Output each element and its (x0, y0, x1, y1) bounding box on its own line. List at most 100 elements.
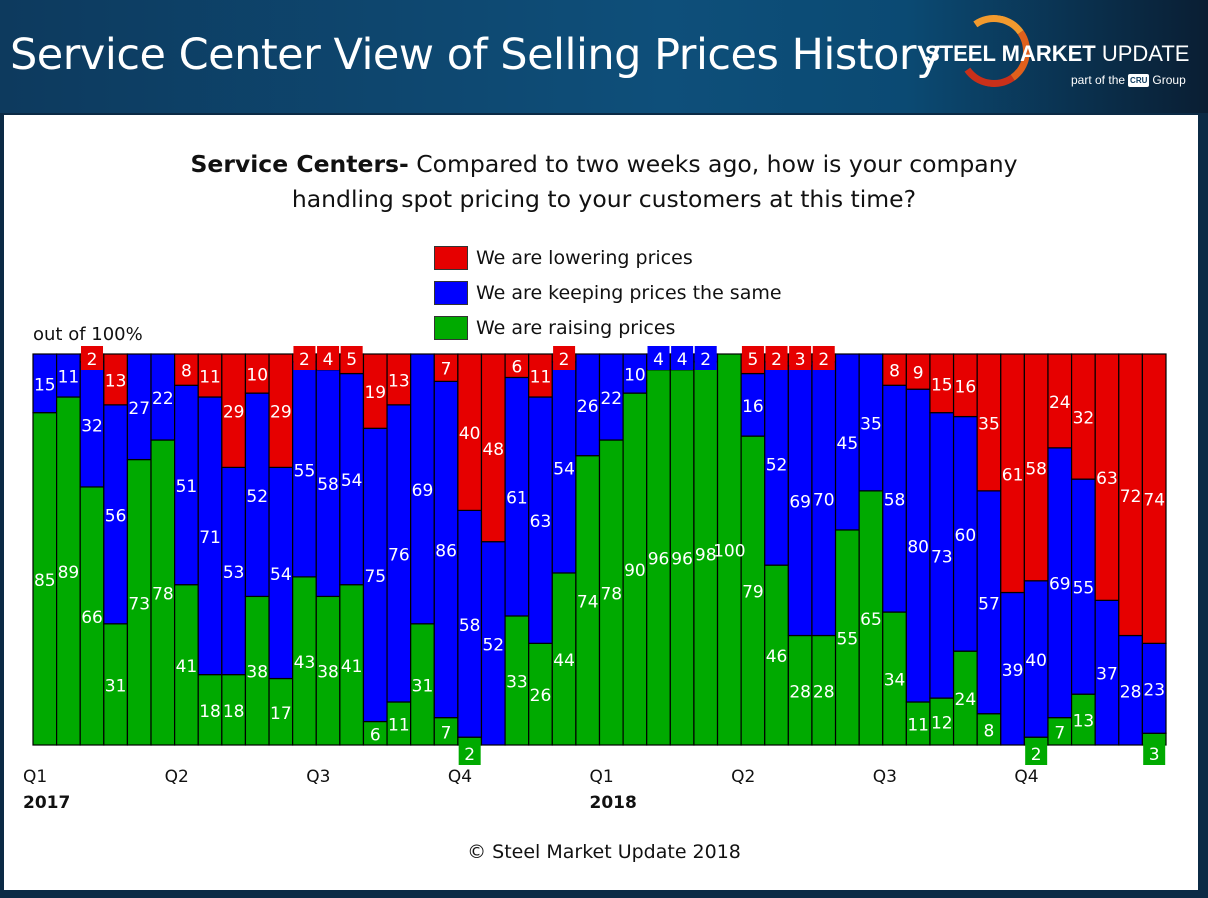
data-label: 44 (553, 651, 575, 671)
logo-text-bold: STEEL MARKET (925, 41, 1096, 66)
data-label-badge (671, 346, 694, 370)
data-label: 28 (1120, 682, 1142, 702)
data-label-badge (694, 346, 717, 370)
data-label: 41 (176, 657, 198, 677)
data-label-badge (765, 346, 788, 370)
data-label: 61 (506, 489, 528, 509)
data-label: 73 (931, 547, 953, 567)
chart-title-line2: handling spot pricing to your customers … (291, 185, 917, 213)
data-label: 61 (1002, 465, 1024, 485)
data-label: 35 (978, 414, 1000, 434)
data-label: 18 (223, 702, 245, 722)
logo-sub-prefix: part of the (1071, 73, 1126, 87)
x-tick-label: Q1 (23, 767, 47, 787)
data-label: 26 (530, 686, 552, 706)
data-label: 4 (323, 350, 334, 370)
data-label: 90 (624, 561, 646, 581)
logo: STEEL MARKET UPDATE (925, 41, 1189, 67)
data-label: 98 (695, 545, 717, 565)
data-label: 13 (105, 371, 127, 391)
data-label: 11 (388, 715, 410, 735)
data-label: 29 (223, 403, 245, 423)
data-label: 10 (246, 366, 268, 386)
data-label: 53 (223, 563, 245, 583)
data-label: 2 (87, 350, 98, 370)
data-label: 13 (388, 371, 410, 391)
data-label: 74 (577, 592, 599, 612)
x-tick-label: Q2 (731, 767, 755, 787)
data-label: 72 (1120, 487, 1142, 507)
data-label: 52 (246, 487, 268, 507)
data-label-badge (293, 346, 316, 370)
data-label: 6 (370, 725, 381, 745)
data-label: 100 (713, 542, 745, 562)
data-label: 15 (34, 375, 56, 395)
legend-item-same: We are keeping prices the same (434, 275, 782, 310)
data-label: 96 (648, 549, 670, 569)
x-tick-label: Q3 (306, 767, 330, 787)
data-label: 69 (1049, 575, 1071, 595)
data-label: 18 (199, 702, 221, 722)
data-label: 11 (199, 368, 221, 388)
data-label: 52 (482, 635, 504, 655)
y-axis-label: out of 100% (33, 324, 143, 345)
copyright: © Steel Market Update 2018 (467, 841, 741, 863)
data-label: 23 (1143, 680, 1165, 700)
data-label: 48 (482, 440, 504, 460)
data-label: 3 (1149, 745, 1160, 765)
data-label: 70 (813, 491, 835, 511)
data-label: 13 (1073, 712, 1095, 732)
data-label: 46 (766, 647, 788, 667)
data-label: 28 (789, 682, 811, 702)
data-label: 6 (511, 358, 522, 378)
data-label-badge (458, 741, 481, 765)
data-label: 5 (748, 350, 759, 370)
logo-text-light: UPDATE (1101, 41, 1190, 66)
data-label: 11 (530, 368, 552, 388)
data-label: 65 (860, 610, 882, 630)
page-title: Service Center View of Selling Prices Hi… (10, 30, 942, 80)
legend-item-raising: We are raising prices (434, 310, 782, 345)
data-label: 86 (435, 542, 457, 562)
data-label: 78 (152, 585, 174, 605)
chart-title-line1: Compared to two weeks ago, how is your c… (408, 150, 1018, 178)
bar-segment-lowering (1141, 353, 1167, 644)
data-label: 58 (884, 491, 906, 511)
legend-item-lowering: We are lowering prices (434, 240, 782, 275)
data-label-badge (81, 346, 104, 370)
data-label: 58 (317, 475, 339, 495)
legend: We are lowering prices We are keeping pr… (434, 240, 782, 345)
data-label: 2 (559, 350, 570, 370)
data-label-badge (812, 346, 835, 370)
data-label: 89 (58, 563, 80, 583)
data-label: 51 (176, 477, 198, 497)
x-tick-label: Q3 (873, 767, 897, 787)
data-label: 55 (1073, 579, 1095, 599)
data-label: 7 (441, 360, 452, 380)
data-label: 33 (506, 672, 528, 692)
data-label: 52 (766, 455, 788, 475)
data-label: 35 (860, 414, 882, 434)
x-year-label: 2017 (23, 793, 70, 813)
data-label: 80 (907, 538, 929, 558)
data-label: 75 (364, 567, 386, 587)
data-label: 56 (105, 506, 127, 526)
x-tick-label: Q4 (448, 767, 472, 787)
data-label: 22 (600, 389, 622, 409)
x-tick-label: Q1 (590, 767, 614, 787)
data-label: 15 (931, 375, 953, 395)
data-label: 38 (317, 663, 339, 683)
legend-swatch (434, 245, 468, 270)
data-label: 22 (152, 389, 174, 409)
data-label: 11 (907, 715, 929, 735)
data-label: 2 (299, 350, 310, 370)
data-label-badge (317, 346, 340, 370)
cru-badge: CRU (1128, 73, 1150, 87)
data-label-badge (340, 346, 363, 370)
data-label: 74 (1143, 491, 1165, 511)
data-label: 9 (913, 364, 924, 384)
data-label: 10 (624, 366, 646, 386)
data-label: 2 (700, 350, 711, 370)
data-label: 58 (1025, 459, 1047, 479)
legend-label: We are raising prices (476, 316, 676, 339)
